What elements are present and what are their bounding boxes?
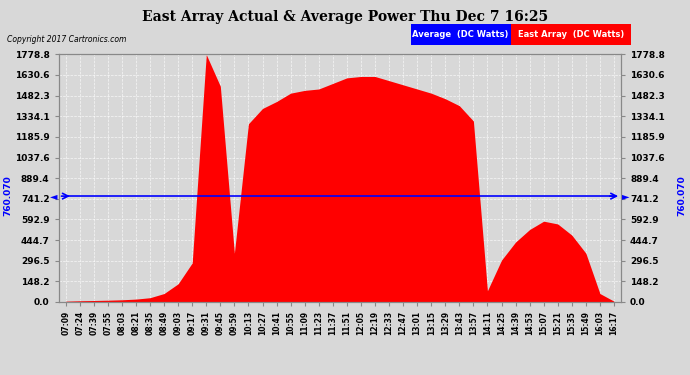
Text: East Array Actual & Average Power Thu Dec 7 16:25: East Array Actual & Average Power Thu De…: [142, 10, 548, 24]
Text: 760.070: 760.070: [677, 176, 687, 216]
Text: Copyright 2017 Cartronics.com: Copyright 2017 Cartronics.com: [7, 35, 126, 44]
Text: Average  (DC Watts): Average (DC Watts): [413, 30, 509, 39]
Text: ◄: ◄: [50, 191, 57, 201]
Text: 760.070: 760.070: [3, 176, 13, 216]
Text: ►: ►: [622, 191, 630, 201]
Text: East Array  (DC Watts): East Array (DC Watts): [518, 30, 624, 39]
